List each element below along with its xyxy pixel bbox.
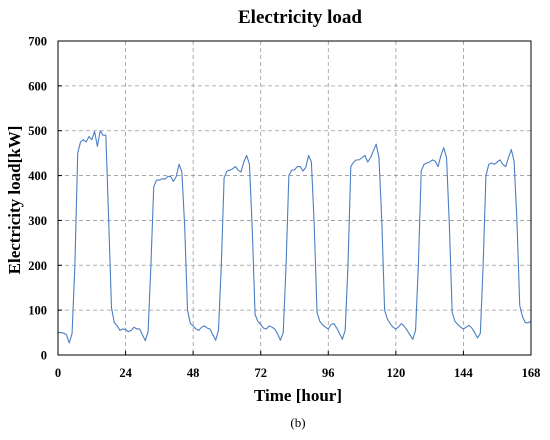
y-axis-label: Electricity load[kW] <box>5 126 24 275</box>
grid-lines <box>58 41 531 355</box>
x-axis-ticks: 0 24 48 72 96 120 144 168 <box>55 351 541 380</box>
x-tick-label: 0 <box>55 366 61 380</box>
y-tick-label: 500 <box>28 124 47 138</box>
x-tick-label: 144 <box>454 366 474 380</box>
figure-caption: (b) <box>290 415 305 430</box>
y-tick-label: 700 <box>28 35 47 49</box>
x-tick-label: 48 <box>187 366 200 380</box>
y-tick-label: 100 <box>28 304 47 318</box>
y-axis-ticks: 0 100 200 300 400 500 600 700 <box>28 35 62 363</box>
series-line-0 <box>58 130 532 344</box>
x-tick-label: 72 <box>254 366 267 380</box>
y-tick-label: 400 <box>28 169 47 183</box>
x-tick-label: 24 <box>119 366 132 380</box>
y-tick-label: 0 <box>41 349 47 363</box>
y-tick-label: 300 <box>28 214 47 228</box>
y-tick-label: 200 <box>28 259 47 273</box>
x-axis-label: Time [hour] <box>254 386 342 405</box>
series-layer <box>58 130 532 344</box>
x-tick-label: 96 <box>322 366 335 380</box>
x-tick-label: 168 <box>522 366 541 380</box>
plot-area-frame <box>57 40 532 356</box>
x-tick-label: 120 <box>386 366 405 380</box>
y-tick-label: 600 <box>28 79 47 93</box>
chart-title: Electricity load <box>238 7 362 28</box>
